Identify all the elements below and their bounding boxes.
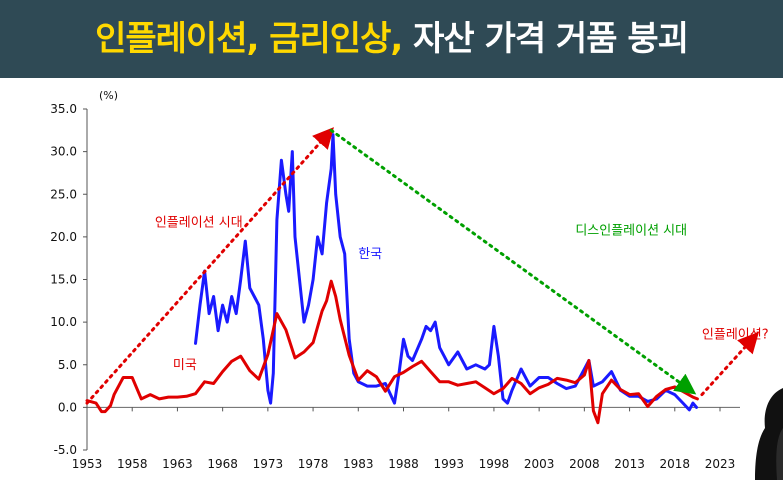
banner-title: 인플레이션, 금리인상, 자산 가격 거품 붕괴 [0,0,783,78]
y-tick-label: 15.0 [50,273,77,287]
inflation-line-chart: (%)35.030.025.020.015.010.05.00.0-5.0195… [50,89,769,471]
x-tick-label: 2008 [569,457,600,471]
y-tick-label: 35.0 [50,102,77,116]
x-tick-label: 1993 [433,457,464,471]
x-tick-label: 2023 [705,457,736,471]
y-tick-label: 25.0 [50,187,77,201]
chart-annotation: 한국 [358,247,382,262]
presenter-silhouette [755,388,783,480]
series-line-usa [85,279,699,425]
trend-arrow [85,127,334,405]
chart-annotation: 인플레이션 시대 [155,216,243,231]
trend-arrow [700,331,759,397]
y-tick-label: 30.0 [50,145,77,159]
x-tick-label: 2003 [524,457,555,471]
y-unit-label: (%) [99,89,118,102]
x-tick-label: 1998 [479,457,510,471]
x-tick-label: 1963 [162,457,193,471]
series-line-korea [194,133,698,412]
chart-annotation: 디스인플레이션 시대 [575,223,687,238]
y-tick-label: 0.0 [58,400,77,414]
y-tick-label: -5.0 [54,443,77,457]
x-tick-label: 1988 [388,457,419,471]
x-tick-label: 1978 [298,457,329,471]
x-tick-label: 1958 [117,457,148,471]
banner-title-part3: 자산 가격 거품 붕괴 [413,19,689,59]
axes: (%)35.030.025.020.015.010.05.00.0-5.0195… [50,89,740,471]
chart-annotation: 미국 [173,358,197,373]
x-tick-label: 2018 [660,457,691,471]
series-layer [85,133,699,425]
x-tick-label: 1983 [343,457,374,471]
trend-arrows [85,127,759,405]
chart-annotation: 인플레이션? [702,327,769,342]
x-tick-label: 1973 [253,457,284,471]
title-banner: 인플레이션, 금리인상, 자산 가격 거품 붕괴 [0,0,783,78]
x-tick-label: 1953 [72,457,103,471]
banner-title-part2: 금리인상, [269,19,403,59]
y-tick-label: 5.0 [58,358,77,372]
x-tick-label: 1968 [207,457,238,471]
y-tick-label: 20.0 [50,230,77,244]
trend-arrow [329,128,697,395]
x-tick-label: 2013 [614,457,645,471]
y-tick-label: 10.0 [50,315,77,329]
banner-title-part1: 인플레이션, [95,19,259,59]
